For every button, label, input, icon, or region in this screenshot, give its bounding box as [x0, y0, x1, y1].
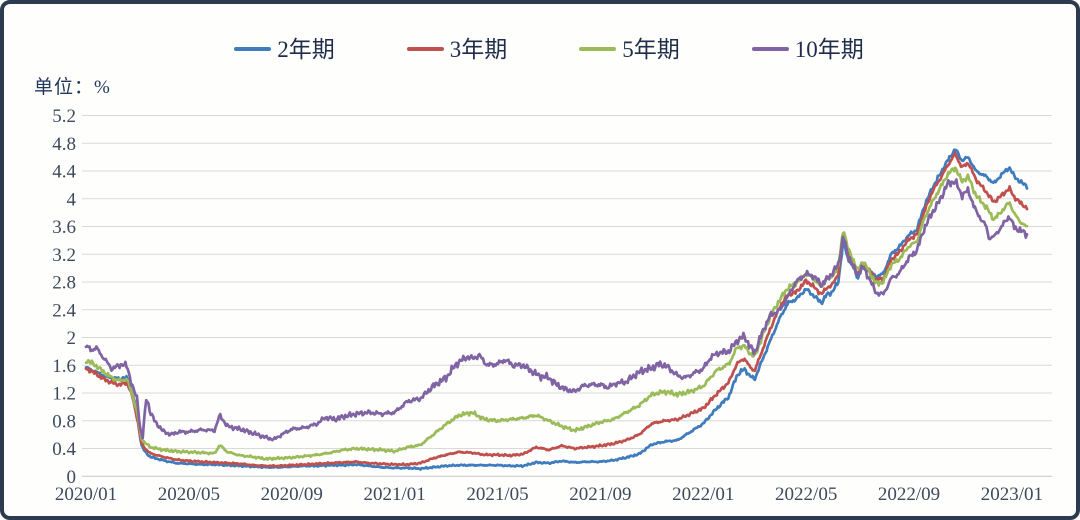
- series-5yr: [84, 166, 1029, 462]
- y-tick-label: 4: [67, 189, 77, 210]
- series-10yr: [84, 178, 1029, 442]
- yield-line-chart: 0 0.4 0.8 1.2 1.6 2 2.4 2.8 3.2 3.6 4 4.4 4.8 5.2 2020…: [52, 106, 1052, 505]
- legend-item-series-10yr: 10年期: [751, 36, 864, 62]
- y-tick-label: 0.8: [52, 411, 76, 432]
- unit-label: 单位：%: [34, 77, 111, 98]
- chart-legend: 2年期 3年期 5年期 10年期: [4, 34, 1076, 64]
- legend-label: 5年期: [622, 36, 680, 62]
- legend-swatch-icon: [579, 47, 617, 51]
- y-tick-label: 4.4: [52, 162, 76, 183]
- legend-swatch-icon: [751, 47, 789, 51]
- y-tick-label: 5.2: [52, 106, 76, 127]
- x-tick-label: 2021/09: [569, 484, 631, 505]
- y-tick-label: 2: [67, 328, 77, 349]
- y-tick-label: 1.2: [52, 384, 76, 405]
- x-tick-label: 2021/01: [363, 484, 425, 505]
- y-tick-label: 4.8: [52, 134, 76, 155]
- x-tick-label: 2023/01: [981, 484, 1043, 505]
- x-tick-label: 2022/05: [775, 484, 837, 505]
- legend-item-series-2yr: 2年期: [234, 38, 335, 61]
- y-tick-label: 0: [67, 467, 77, 488]
- legend-swatch-icon: [234, 47, 272, 51]
- legend-label: 10年期: [794, 36, 864, 62]
- x-tick-label: 2020/05: [158, 484, 220, 505]
- x-tick-label: 2022/01: [672, 484, 734, 505]
- y-tick-label: 1.6: [52, 356, 76, 377]
- x-tick-label: 2020/09: [261, 484, 323, 505]
- legend-label: 3年期: [449, 36, 508, 62]
- legend-label: 2年期: [277, 36, 335, 62]
- x-tick-label: 2022/09: [878, 484, 940, 505]
- y-tick-label: 0.4: [52, 439, 76, 460]
- legend-item-series-5yr: 5年期: [579, 38, 680, 61]
- y-tick-label: 3.6: [52, 217, 76, 238]
- y-tick-label: 3.2: [52, 245, 76, 266]
- legend-swatch-icon: [406, 47, 444, 51]
- legend-item-series-3yr: 3年期: [406, 36, 508, 62]
- y-tick-label: 2.8: [52, 273, 76, 294]
- x-tick-label: 2021/05: [466, 484, 528, 505]
- y-tick-label: 2.4: [52, 300, 76, 321]
- x-tick-label: 2020/01: [55, 484, 117, 505]
